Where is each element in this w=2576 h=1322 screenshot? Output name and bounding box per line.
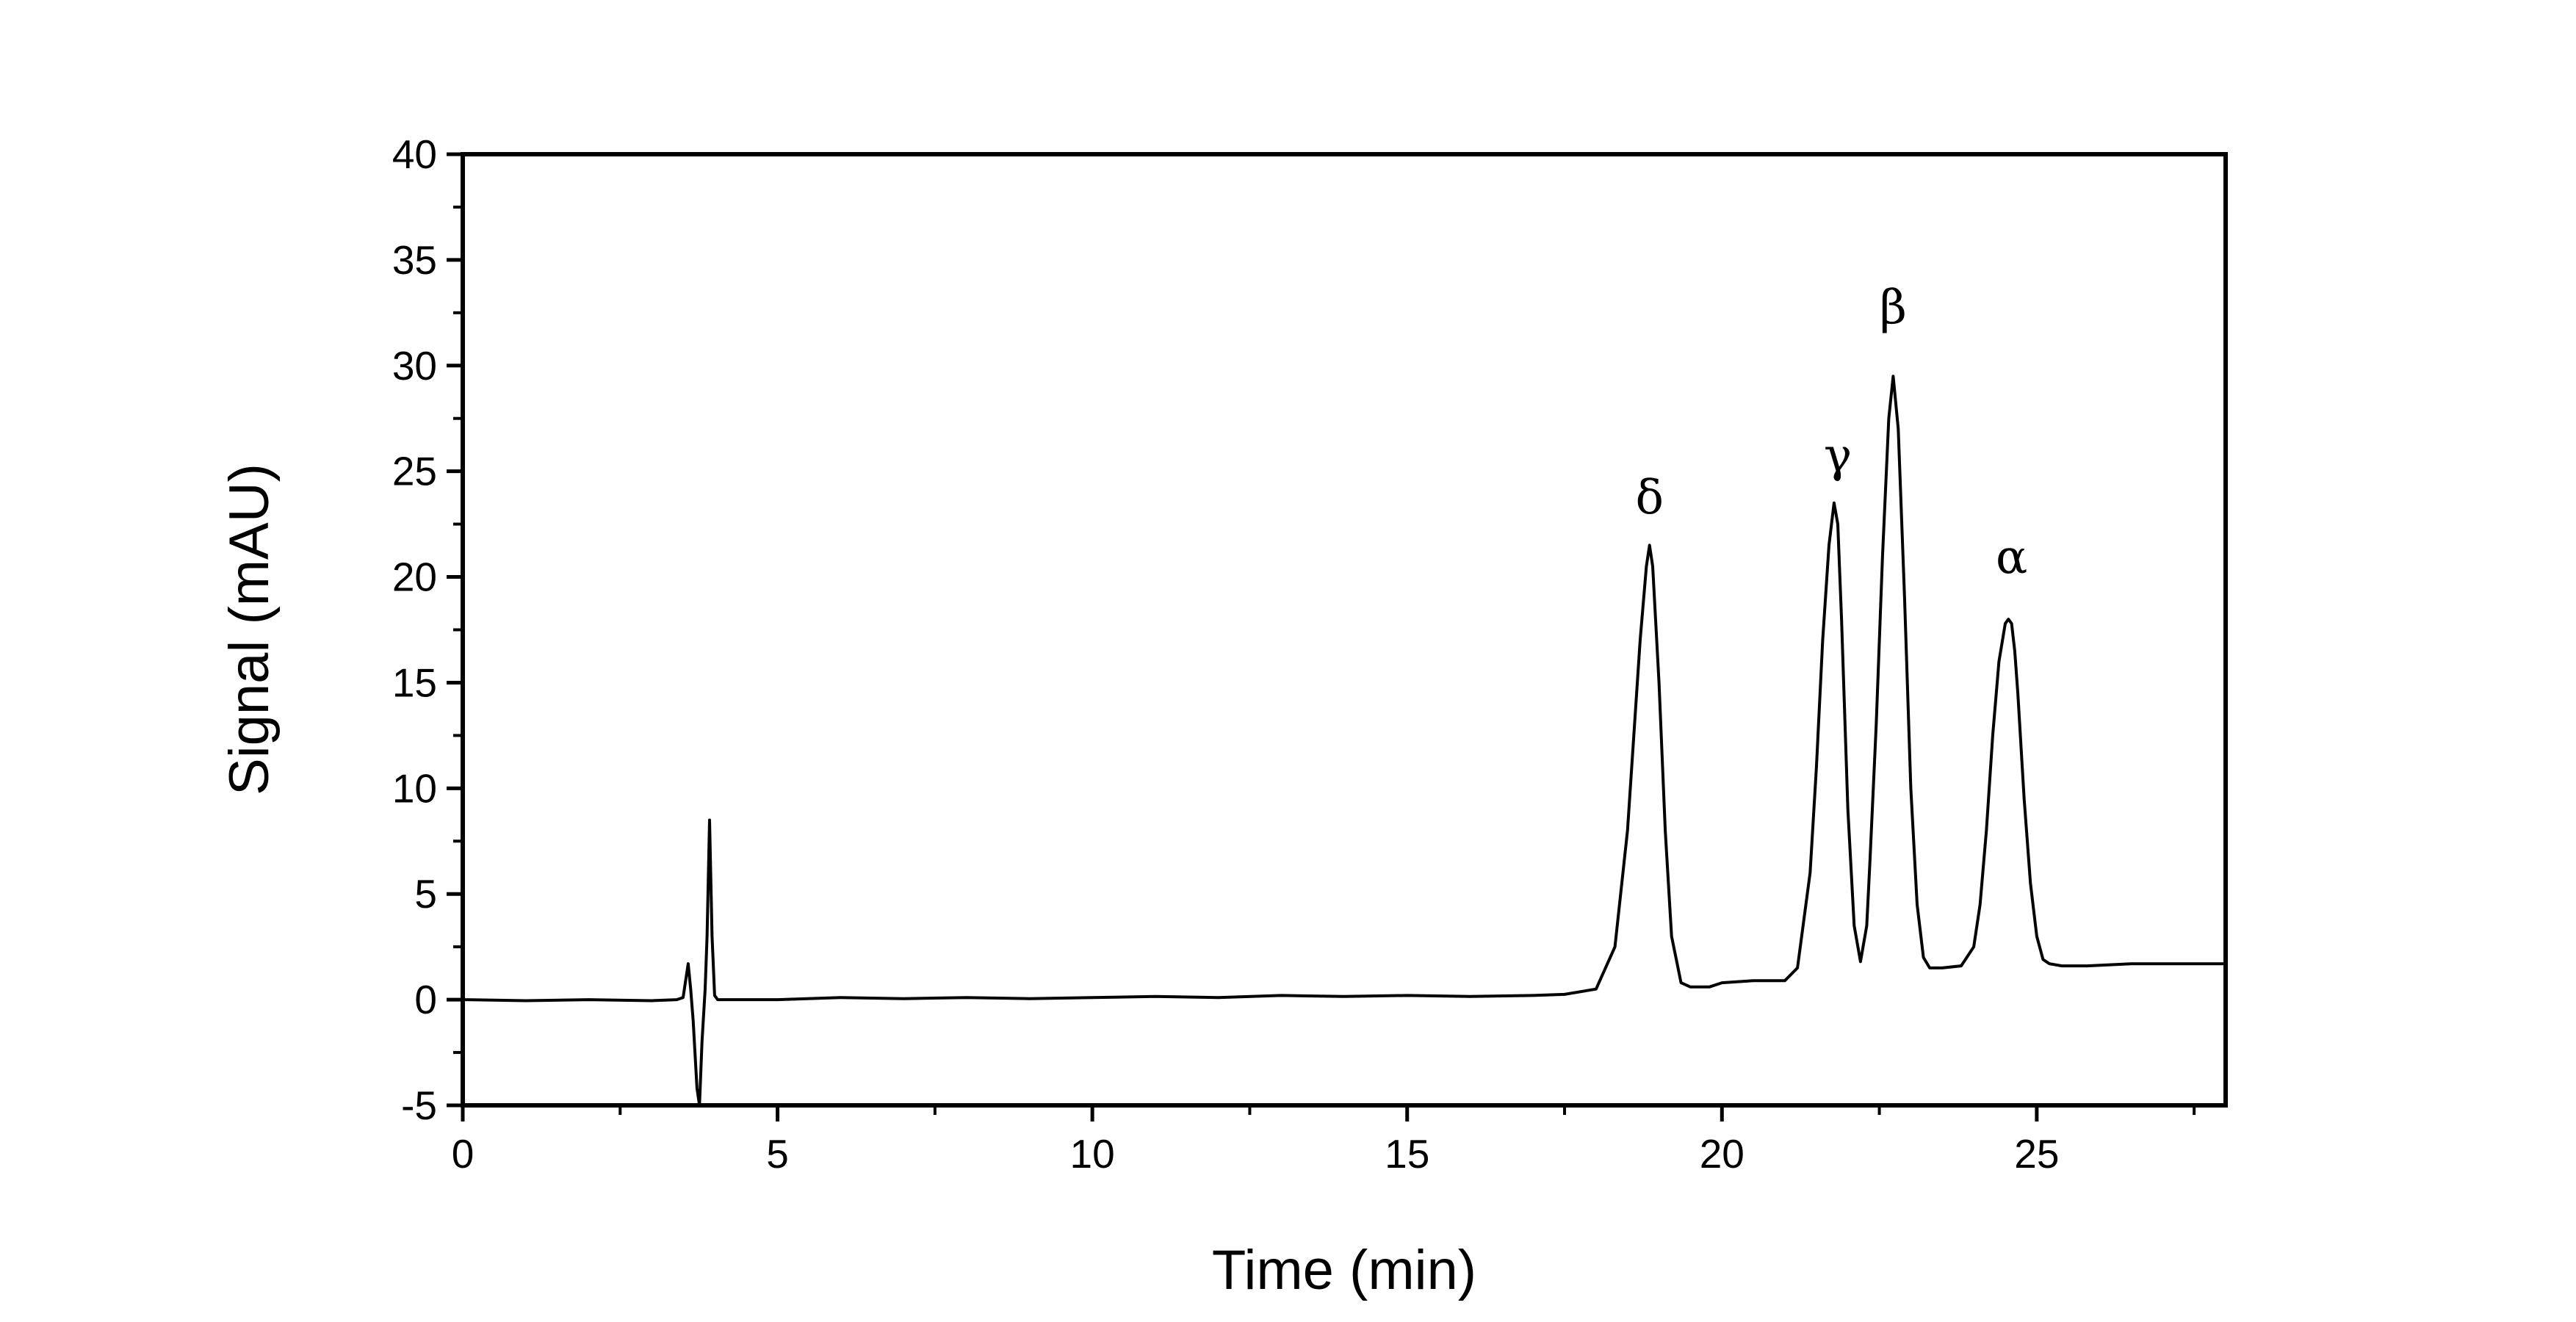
y-tick-label: 5 [414, 871, 437, 917]
x-tick-label: 5 [766, 1131, 789, 1177]
x-tick-label: 15 [1385, 1131, 1429, 1177]
chromatogram-line [462, 375, 2226, 1107]
peak-label: δ [1635, 471, 1664, 525]
x-tick-label: 10 [1070, 1131, 1115, 1177]
y-axis-ticks: -5 0 5 10 15 20 25 30 35 40 [392, 131, 463, 1128]
peak-label: γ [1824, 429, 1852, 483]
x-axis-title: Time (min) [1212, 1239, 1476, 1301]
peak-annotations: δ γ β α [1635, 281, 2027, 585]
y-tick-label: 10 [392, 765, 437, 811]
y-tick-label: 20 [392, 555, 437, 600]
x-tick-label: 25 [2014, 1131, 2059, 1177]
y-tick-label: 25 [392, 449, 437, 494]
peak-label: α [1996, 530, 2027, 585]
y-tick-label: 35 [392, 237, 437, 283]
peak-label: β [1880, 281, 1907, 335]
y-tick-label: -5 [401, 1083, 437, 1128]
x-axis-ticks: 0 5 10 15 20 25 [452, 1105, 2196, 1177]
y-tick-label: 15 [392, 660, 437, 705]
y-tick-label: 0 [414, 977, 437, 1022]
y-tick-label: 30 [392, 343, 437, 389]
x-tick-label: 0 [452, 1131, 475, 1177]
y-tick-label: 40 [392, 131, 437, 177]
plot-frame [461, 152, 2228, 1108]
y-axis-title: Signal (mAU) [218, 463, 281, 795]
x-tick-label: 20 [1700, 1131, 1745, 1177]
